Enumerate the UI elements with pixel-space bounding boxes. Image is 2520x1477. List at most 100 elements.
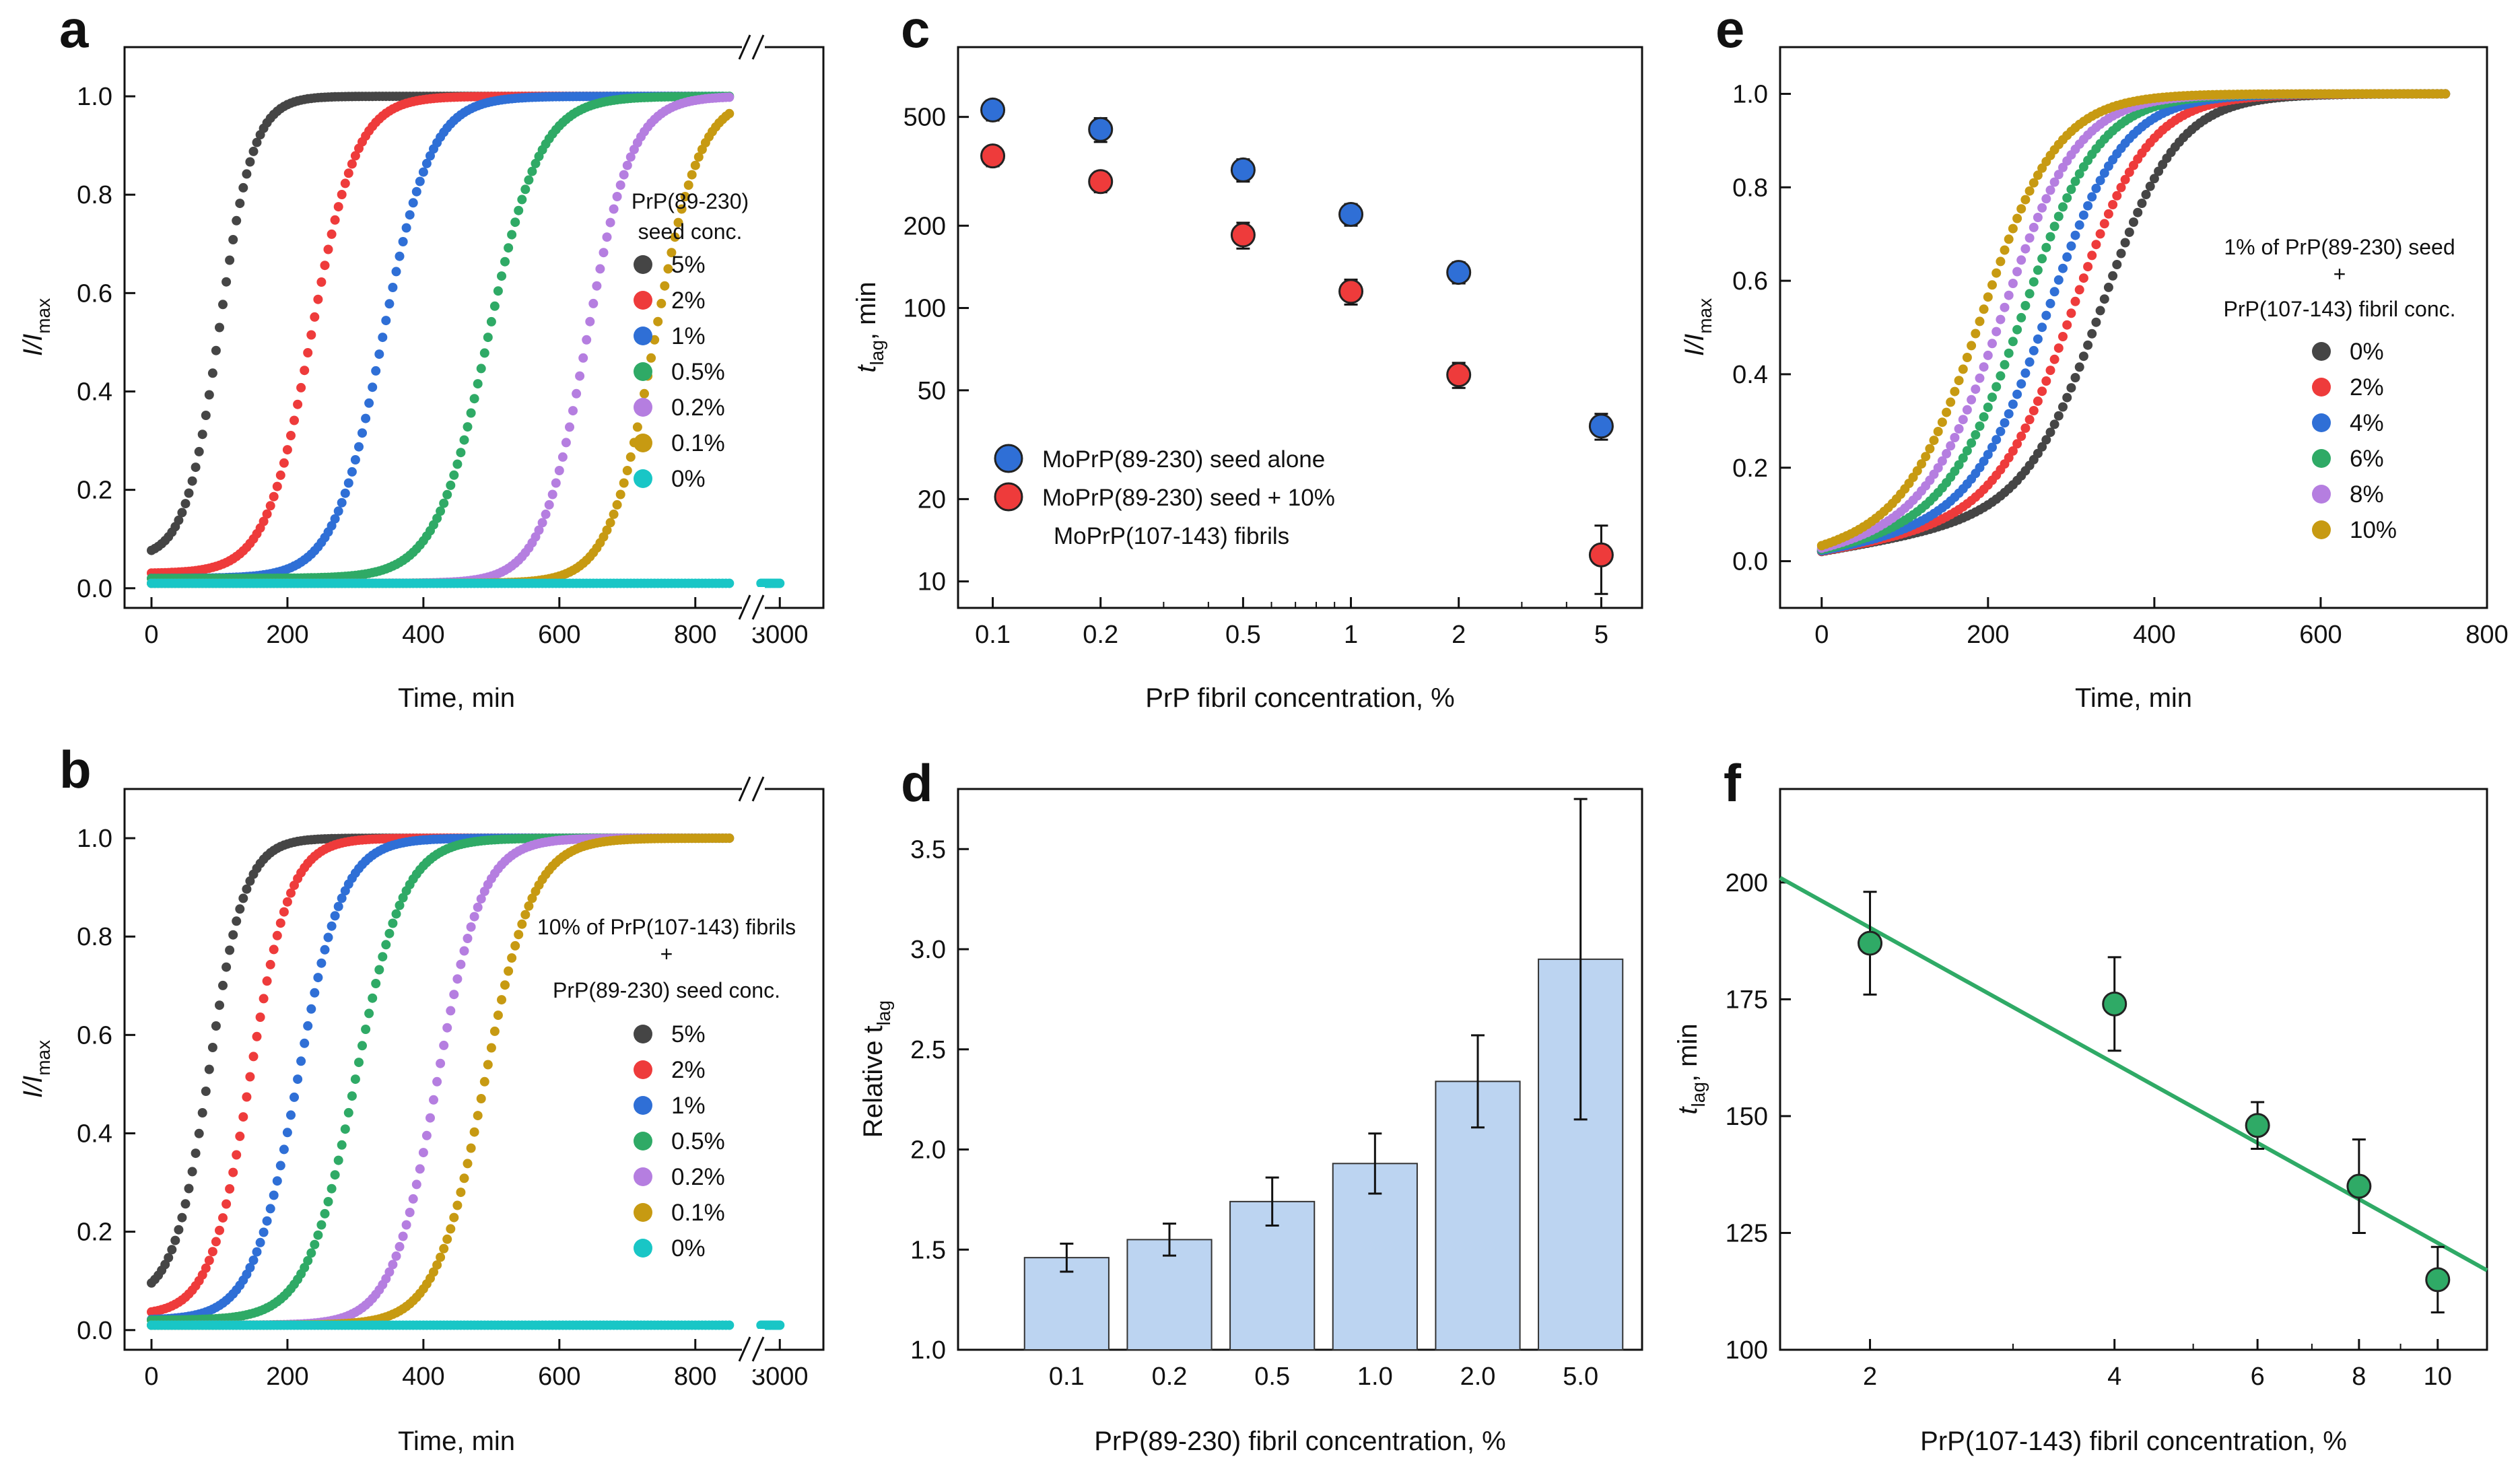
data-point-a <box>232 215 242 226</box>
x-tick-label-f: 10 <box>2424 1363 2452 1391</box>
data-point-b <box>459 946 469 956</box>
y-axis-title-f: tlag, min <box>1673 1023 1709 1114</box>
data-point-b <box>391 1251 401 1261</box>
x-axis-title-c: PrP fibril concentration, % <box>1145 683 1454 713</box>
data-point-e <box>1996 314 2006 324</box>
data-point-a <box>218 300 228 310</box>
x-ticks-b: 0 200 400 600 800 3000 <box>144 1339 809 1391</box>
data-point-a <box>207 368 217 378</box>
data-point-a <box>174 515 184 525</box>
x-tick-label-c: 0.5 <box>1225 621 1261 649</box>
data-point-e <box>1954 460 1964 470</box>
y-tick-label-d: 1.0 <box>910 1336 946 1365</box>
data-point-a <box>514 205 524 215</box>
data-point-a <box>418 167 428 177</box>
x-axis-title-a: Time, min <box>398 683 515 713</box>
data-point-a <box>279 458 289 468</box>
data-point-a <box>248 146 259 156</box>
data-point-e <box>2070 176 2080 186</box>
data-point-a <box>517 195 527 205</box>
legend-marker-e <box>2312 520 2331 539</box>
legend-title-e-1: 1% of PrP(89-230) seed <box>2224 235 2455 259</box>
y-tick-label-f: 125 <box>1726 1219 1768 1247</box>
data-point-e <box>2091 240 2101 250</box>
data-points-f <box>1858 891 2451 1313</box>
data-point-e <box>2016 432 2027 441</box>
legend-title-b-2: + <box>660 942 673 966</box>
data-point-b <box>262 1216 272 1226</box>
data-point-a <box>605 518 615 528</box>
data-point-e <box>1975 373 1985 383</box>
data-point-c <box>1338 201 1364 227</box>
data-point-b <box>510 940 520 951</box>
legend-marker-a <box>634 469 652 488</box>
data-point-a <box>663 264 673 274</box>
data-point-b <box>207 1043 217 1052</box>
data-point-e <box>2024 415 2035 425</box>
data-point-e <box>2070 373 2080 382</box>
data-point-e <box>2041 242 2051 252</box>
data-point-a <box>625 452 636 462</box>
data-point-e <box>1933 463 1943 473</box>
data-point-e <box>1996 256 2006 267</box>
data-point-e <box>2008 399 2018 409</box>
data-point-a <box>296 382 306 392</box>
data-point-b <box>164 1253 174 1263</box>
legend-label-e: 8% <box>2350 481 2384 508</box>
data-point-e <box>1979 304 1989 314</box>
data-point-a <box>405 210 415 220</box>
panel-label-f: f <box>1724 753 1742 813</box>
data-point-b <box>265 1204 275 1214</box>
data-point-e <box>2037 442 2047 452</box>
y-tick-label-a: 0.8 <box>77 181 112 209</box>
data-point-b <box>483 1060 493 1070</box>
data-point-e <box>2033 213 2043 222</box>
data-point-b <box>333 901 343 912</box>
data-point-b <box>361 1025 371 1034</box>
data-point-a <box>333 202 343 212</box>
data-point-b <box>286 1110 296 1120</box>
data-point-e <box>2045 366 2055 376</box>
data-point-e <box>2033 334 2043 344</box>
series-e-10% <box>1816 89 2451 551</box>
data-point-e <box>2049 354 2059 364</box>
x-tick-label-d: 0.1 <box>1049 1363 1085 1391</box>
x-tick-label-f: 8 <box>2352 1363 2366 1391</box>
data-point-e <box>2037 322 2047 333</box>
data-point-e <box>2083 262 2093 272</box>
data-point-c <box>1230 222 1256 248</box>
data-point-a <box>599 248 609 258</box>
y-axis-title-d: Relative tlag <box>858 1000 894 1138</box>
panel-f: f 100 125 150 175 200 2 4 6 8 10 PrP(107-143) fi… <box>1673 753 2488 1456</box>
y-tick-label-e: 0.0 <box>1732 548 1768 576</box>
data-point-a <box>197 430 207 440</box>
data-point-a <box>180 499 191 509</box>
x-tick-label-b: 400 <box>402 1363 444 1391</box>
data-point-e <box>2041 194 2051 204</box>
data-point-e <box>1975 316 1985 327</box>
legend-marker-b <box>634 1167 652 1186</box>
data-point-b <box>265 959 275 969</box>
data-point-b <box>418 1148 428 1158</box>
data-point-b <box>374 965 384 975</box>
data-point-b <box>272 930 282 940</box>
data-point-e <box>2049 177 2059 187</box>
data-point-b <box>724 1320 735 1330</box>
legend-label-e: 0% <box>2350 339 2384 365</box>
y-ticks-d: 1.0 1.5 2.0 2.5 3.0 3.5 <box>910 835 969 1365</box>
data-point-e <box>2053 211 2064 221</box>
data-point-a <box>381 316 391 326</box>
data-point-a <box>300 366 310 376</box>
data-point-a <box>378 333 388 343</box>
data-point-b <box>425 1113 435 1123</box>
data-point-a <box>361 413 371 423</box>
y-ticks-f: 100 125 150 175 200 <box>1726 869 1791 1365</box>
x-tick-label-f: 2 <box>1863 1363 1877 1391</box>
data-point-b <box>493 1010 503 1021</box>
panel-e: e 0.0 0.2 0.4 0.6 0.8 1.0 0 200 400 600 800 1% of… <box>1680 0 2509 713</box>
data-point-e <box>2108 200 2118 209</box>
data-point-c <box>1338 279 1364 304</box>
x-tick-label-e: 200 <box>1967 621 2009 649</box>
data-point-b <box>222 962 232 972</box>
data-point-b <box>371 979 381 988</box>
